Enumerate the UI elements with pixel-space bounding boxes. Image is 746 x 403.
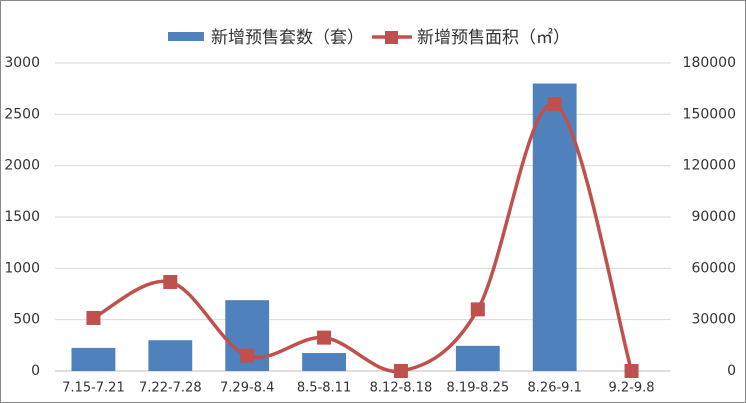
line-marker xyxy=(86,310,101,325)
x-tick-label: 8.19-8.25 xyxy=(447,381,510,396)
y-tick-label: 1500 xyxy=(4,209,40,225)
legend-swatch xyxy=(168,32,204,41)
x-tick-label: 8.5-8.11 xyxy=(297,381,351,396)
y-tick-label: 1000 xyxy=(4,260,40,276)
bar xyxy=(302,353,346,371)
y-tick-label: 0 xyxy=(31,363,40,379)
y-tick-label: 500 xyxy=(13,312,40,328)
x-tick-label: 7.29-8.4 xyxy=(220,381,274,396)
x-tick-label: 7.22-7.28 xyxy=(139,381,202,396)
legend-label: 新增预售套数（套） xyxy=(211,28,364,48)
bar xyxy=(455,345,500,371)
line-marker xyxy=(240,348,255,363)
legend: 新增预售套数（套） 新增预售面积（㎡） xyxy=(168,28,570,48)
y2-tick-label: 120000 xyxy=(683,158,736,174)
line-marker xyxy=(547,97,562,112)
line-marker xyxy=(470,302,485,317)
bar xyxy=(148,340,193,371)
y-tick-label: 2500 xyxy=(4,106,40,122)
y-tick-label: 3000 xyxy=(4,55,40,71)
y2-tick-label: 150000 xyxy=(683,106,736,122)
x-tick-label: 8.26-9.1 xyxy=(528,381,582,396)
bar xyxy=(71,347,116,371)
x-tick-label: 9.2-9.8 xyxy=(609,381,655,396)
x-tick-label: 7.15-7.21 xyxy=(62,381,125,396)
y2-tick-label: 0 xyxy=(727,363,736,379)
line-marker xyxy=(163,275,178,290)
x-tick-label: 8.12-8.18 xyxy=(370,381,433,396)
y2-tick-label: 180000 xyxy=(683,55,736,71)
y-tick-label: 2000 xyxy=(4,158,40,174)
legend-label: 新增预售面积（㎡） xyxy=(417,28,570,48)
y2-tick-label: 30000 xyxy=(691,312,736,328)
y2-tick-label: 60000 xyxy=(691,260,736,276)
bar xyxy=(532,83,577,372)
legend-swatch xyxy=(385,31,398,44)
line-marker xyxy=(624,364,639,378)
line-marker xyxy=(393,364,408,378)
y2-tick-label: 90000 xyxy=(691,209,736,225)
line-marker xyxy=(317,330,332,345)
